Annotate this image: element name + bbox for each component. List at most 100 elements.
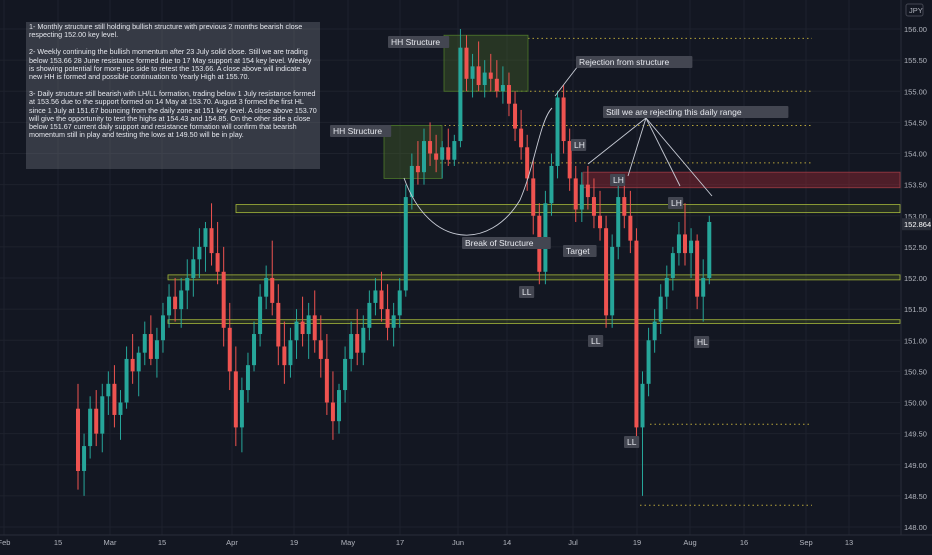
candle-up bbox=[197, 246, 202, 260]
candle-up bbox=[440, 147, 445, 160]
candle-down bbox=[513, 103, 518, 129]
time-tick-label: 17 bbox=[396, 538, 404, 547]
last-price-label: 152.864 bbox=[904, 220, 931, 229]
candle-down bbox=[525, 147, 530, 179]
candle-up bbox=[252, 334, 257, 366]
candle-up bbox=[403, 197, 408, 291]
candle-up bbox=[154, 340, 159, 359]
rejection-range-arrow bbox=[587, 117, 647, 165]
rejection-arrow bbox=[554, 65, 579, 97]
candle-up bbox=[167, 296, 172, 316]
candle-down bbox=[221, 271, 226, 328]
note-3: 3- Daily structure still bearish with LH… bbox=[29, 89, 317, 140]
annotation-label: LL bbox=[591, 336, 601, 346]
candle-down bbox=[148, 334, 153, 359]
candle-up bbox=[185, 278, 190, 291]
drawings bbox=[403, 65, 713, 236]
note-2: 2- Weekly continuing the bullish momentu… bbox=[29, 47, 312, 82]
candle-down bbox=[270, 278, 275, 303]
time-axis-bg bbox=[0, 535, 932, 550]
candle-down bbox=[415, 165, 420, 173]
candle-down bbox=[494, 78, 499, 92]
annotation-label: HL bbox=[697, 337, 708, 347]
support-zone bbox=[167, 319, 901, 324]
candle-down bbox=[531, 178, 536, 216]
annotation-label-bg bbox=[519, 286, 535, 298]
time-tick-label: 15 bbox=[54, 538, 62, 547]
time-tick-label: 16 bbox=[740, 538, 748, 547]
candle-up bbox=[264, 278, 269, 297]
price-tick-label: 148.50 bbox=[904, 492, 927, 501]
rejection-range-arrow bbox=[645, 117, 681, 187]
time-tick-label: Feb bbox=[0, 538, 10, 547]
price-tick-label: 152.50 bbox=[904, 243, 927, 252]
price-tick-label: 153.00 bbox=[904, 212, 927, 221]
candle-down bbox=[276, 302, 281, 347]
candle-up bbox=[294, 321, 299, 341]
candle-down bbox=[300, 321, 305, 335]
price-tick-label: 152.00 bbox=[904, 274, 927, 283]
candle-down bbox=[324, 358, 329, 403]
candle-up bbox=[707, 221, 712, 278]
candle-down bbox=[112, 383, 117, 415]
candles bbox=[76, 29, 712, 496]
candle-up bbox=[118, 402, 123, 415]
candle-up bbox=[482, 72, 487, 86]
time-tick-label: 14 bbox=[503, 538, 511, 547]
annotation-label-bg bbox=[668, 197, 684, 209]
candle-up bbox=[179, 290, 184, 310]
annotation-label: LH bbox=[671, 198, 682, 208]
candle-down bbox=[585, 184, 590, 198]
grid bbox=[0, 0, 900, 535]
annotation-label-bg bbox=[571, 139, 587, 151]
candle-down bbox=[446, 147, 451, 160]
candle-down bbox=[312, 315, 317, 341]
candle-up bbox=[82, 446, 87, 471]
candle-up bbox=[701, 278, 706, 297]
candle-down bbox=[464, 47, 469, 79]
candle-up bbox=[306, 315, 311, 335]
price-tick-label: 155.00 bbox=[904, 87, 927, 96]
candle-up bbox=[373, 290, 378, 303]
annotation-label: HH Structure bbox=[391, 37, 440, 47]
candle-up bbox=[367, 302, 372, 328]
annotation-label-bg bbox=[624, 436, 640, 448]
candle-down bbox=[379, 290, 384, 310]
candle-up bbox=[500, 85, 505, 92]
candle-down bbox=[695, 240, 700, 297]
candle-up bbox=[555, 97, 560, 166]
price-tick-label: 148.00 bbox=[904, 523, 927, 532]
candle-down bbox=[628, 215, 633, 241]
candle-up bbox=[640, 383, 645, 428]
candle-up bbox=[470, 66, 475, 79]
candle-down bbox=[76, 408, 80, 471]
candle-up bbox=[245, 365, 250, 391]
candle-up bbox=[361, 327, 366, 353]
structure-boxes bbox=[383, 34, 529, 179]
candle-down bbox=[318, 340, 323, 359]
time-axis[interactable]: Feb 15 Mar 15 Apr 19 May 17 Jun 14 Jul 19 Aug 16 Sep 13 bbox=[0, 534, 932, 550]
candle-up bbox=[658, 296, 663, 322]
candle-up bbox=[689, 240, 694, 254]
candle-down bbox=[683, 234, 687, 254]
candle-up bbox=[421, 141, 426, 173]
candle-down bbox=[591, 197, 596, 216]
annotation-labels: HH Structure HH Structure Rejection from s… bbox=[330, 36, 789, 448]
time-tick-label: May bbox=[341, 538, 355, 547]
time-tick-label: Apr bbox=[226, 538, 238, 547]
price-axis[interactable]: JPY 156.00 155.50 155.00 154.50 154.00 153.50 1… bbox=[900, 0, 932, 550]
annotation-label-bg bbox=[588, 335, 604, 347]
annotation-label-bg bbox=[388, 36, 450, 48]
candle-down bbox=[434, 153, 439, 160]
candle-down bbox=[506, 85, 511, 104]
candle-up bbox=[458, 47, 463, 142]
candle-up bbox=[616, 197, 621, 247]
candle-up bbox=[124, 358, 129, 403]
annotation-label-bg bbox=[330, 125, 392, 137]
candle-down bbox=[488, 72, 493, 79]
price-tick-label: 155.50 bbox=[904, 56, 927, 65]
annotation-label: LH bbox=[574, 140, 585, 150]
last-price-badge bbox=[902, 218, 931, 231]
annotation-label-bg bbox=[610, 174, 626, 186]
